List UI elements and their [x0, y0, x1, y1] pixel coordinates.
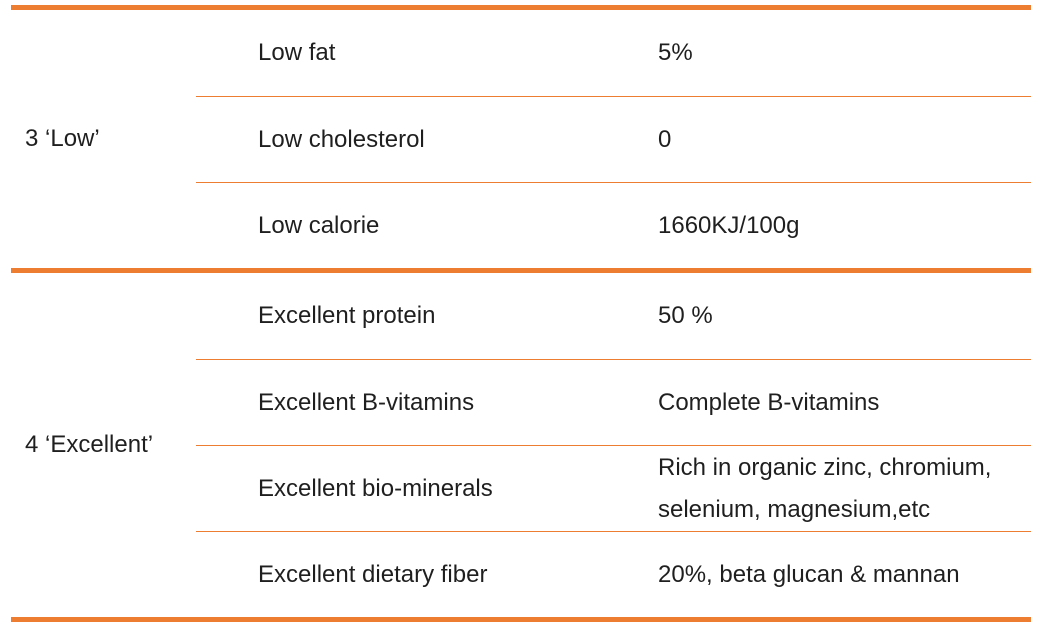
table-row: Excellent dietary fiber 20%, beta glucan…: [196, 531, 1031, 617]
row-value: 0: [658, 125, 672, 153]
row-name: Low cholesterol: [258, 125, 425, 153]
row-value: 20%, beta glucan & mannan: [658, 560, 960, 588]
row-value: 50 %: [658, 302, 713, 329]
row-value: Complete B-vitamins: [658, 388, 880, 416]
group-excellent: 4 ‘Excellent’ Excellent protein 50 % Exc…: [11, 268, 1031, 617]
row-name: Excellent dietary fiber: [258, 560, 488, 588]
table-row: Low calorie 1660KJ/100g: [196, 182, 1031, 268]
table-row: Low fat 5%: [196, 10, 1031, 96]
group-low: 3 ‘Low’ Low fat 5% Low cholesterol 0 Low…: [11, 10, 1031, 268]
group-low-rows: Low fat 5% Low cholesterol 0 Low calorie…: [196, 10, 1031, 268]
row-value: 1660KJ/100g: [658, 211, 800, 239]
row-name: Low calorie: [258, 211, 380, 239]
group-excellent-label: 4 ‘Excellent’: [25, 431, 154, 458]
group-excellent-rows: Excellent protein 50 % Excellent B-vitam…: [196, 273, 1031, 617]
row-name: Excellent bio-minerals: [258, 474, 493, 502]
row-name: Low fat: [258, 39, 336, 66]
row-name: Excellent B-vitamins: [258, 388, 475, 416]
row-value: Rich in organic zinc, chromium, selenium…: [658, 453, 992, 523]
group-low-label: 3 ‘Low’: [25, 125, 100, 152]
table-row: Excellent bio-minerals Rich in organic z…: [196, 445, 1031, 531]
row-value: 5%: [658, 39, 693, 66]
table-row: Low cholesterol 0: [196, 96, 1031, 182]
table-row: Excellent B-vitamins Complete B-vitamins: [196, 359, 1031, 445]
table-row: Excellent protein 50 %: [196, 273, 1031, 359]
nutrition-claims-table: 3 ‘Low’ Low fat 5% Low cholesterol 0 Low…: [11, 5, 1031, 622]
row-name: Excellent protein: [258, 302, 436, 329]
